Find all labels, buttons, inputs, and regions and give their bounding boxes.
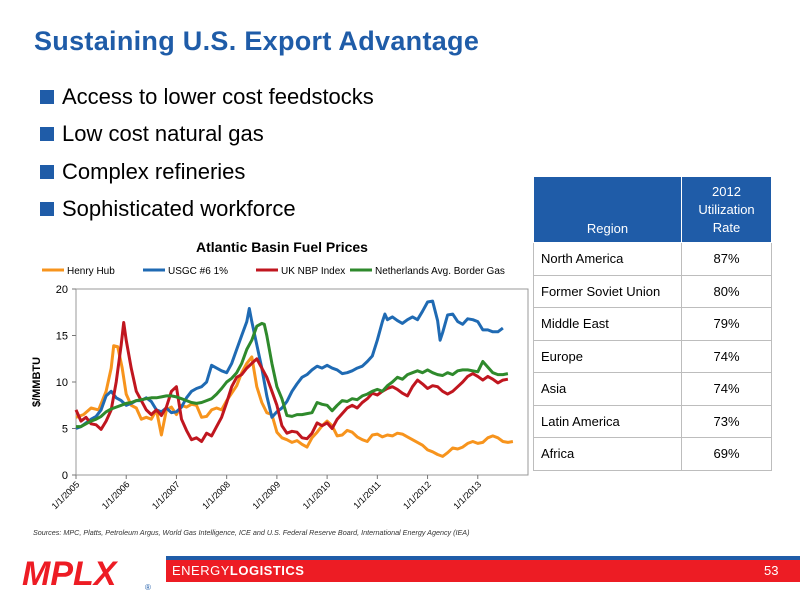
table-header-region: Region [533, 176, 682, 243]
region-cell: North America [533, 242, 682, 276]
region-cell: Former Soviet Union [533, 274, 682, 308]
logo-text: MPLX [22, 555, 119, 592]
y-tick-label: 20 [56, 284, 68, 296]
series-line [74, 321, 509, 443]
rate-cell: 80% [681, 274, 772, 308]
page-number: 53 [764, 563, 779, 578]
chart-svg: Atlantic Basin Fuel Prices Henry Hub USGC … [31, 239, 529, 511]
legend-label: UK NBP Index [281, 266, 345, 277]
table-row: Asia 74% [533, 372, 772, 406]
x-tick-label: 1/1/2009 [250, 479, 282, 511]
x-tick-label: 1/1/2011 [351, 479, 382, 510]
table-row: Latin America 73% [533, 404, 772, 438]
x-tick-label: 1/1/2005 [50, 479, 82, 511]
footer-bar [166, 560, 800, 582]
table-header-rate: 2012 Utilization Rate [681, 176, 772, 243]
y-tick-label: 5 [62, 424, 68, 436]
region-cell: Latin America [533, 404, 682, 438]
square-bullet-icon [40, 127, 54, 142]
y-tick-label: 15 [56, 331, 68, 343]
square-bullet-icon [40, 164, 54, 179]
svg-text:®: ® [145, 583, 151, 592]
bullet-list: Access to lower cost feedstocks Low cost… [40, 78, 374, 228]
x-tick-label: 1/1/2013 [451, 479, 483, 511]
x-tick-label: 1/1/2010 [301, 479, 333, 511]
footer-accent-line [166, 556, 800, 560]
chart-title: Atlantic Basin Fuel Prices [196, 239, 368, 255]
footer-brand-light: ENERGY [172, 563, 230, 578]
y-tick-label: 0 [62, 470, 68, 482]
region-cell: Middle East [533, 307, 682, 341]
x-tick-label: 1/1/2008 [200, 479, 232, 511]
region-cell: Africa [533, 437, 682, 471]
table-row: Europe 74% [533, 339, 772, 373]
region-cell: Asia [533, 372, 682, 406]
mplx-logo: MPLX ® [22, 555, 151, 592]
utilization-table: Region 2012 Utilization Rate North Ameri… [533, 176, 772, 471]
bullet-text: Access to lower cost feedstocks [62, 83, 374, 109]
table-row: North America 87% [533, 242, 772, 276]
sources-note: Sources: MPC, Platts, Petroleum Argus, W… [33, 528, 470, 537]
rate-cell: 74% [681, 372, 772, 406]
rate-cell: 87% [681, 242, 772, 276]
x-tick-label: 1/1/2006 [100, 479, 132, 511]
rate-cell: 79% [681, 307, 772, 341]
table-body: North America 87% Former Soviet Union 80% Mi… [533, 242, 772, 471]
square-bullet-icon [40, 89, 54, 104]
fuel-price-chart: Atlantic Basin Fuel Prices Henry Hub USGC … [20, 232, 530, 532]
rate-cell: 74% [681, 339, 772, 373]
x-tick-label: 1/1/2007 [150, 479, 182, 511]
table-row: Middle East 79% [533, 307, 772, 341]
footer-brand-bold: LOGISTICS [229, 563, 305, 578]
y-axis-label: $/MMBTU [31, 357, 43, 407]
bullet-text: Low cost natural gas [62, 121, 264, 147]
rate-cell: 73% [681, 404, 772, 438]
rate-cell: 69% [681, 437, 772, 471]
x-tick-label: 1/1/2012 [401, 479, 433, 511]
series-line [76, 321, 509, 429]
bullet-item: Complex refineries [40, 153, 374, 191]
series-line [75, 299, 504, 430]
table-row: Africa 69% [533, 437, 772, 471]
bullet-item: Access to lower cost feedstocks [40, 78, 374, 116]
bullet-item: Sophisticated workforce [40, 191, 374, 229]
bullet-text: Complex refineries [62, 158, 246, 184]
slide-title: Sustaining U.S. Export Advantage [34, 26, 480, 56]
table-row: Former Soviet Union 80% [533, 274, 772, 308]
region-cell: Europe [533, 339, 682, 373]
square-bullet-icon [40, 202, 54, 217]
y-tick-label: 10 [56, 377, 68, 389]
footer-brand: ENERGYLOGISTICS [172, 563, 304, 578]
bullet-text: Sophisticated workforce [62, 196, 296, 222]
legend-label: USGC #6 1% [168, 266, 228, 277]
legend-label: Henry Hub [67, 266, 115, 277]
series-line [75, 344, 514, 458]
bullet-item: Low cost natural gas [40, 116, 374, 154]
legend-label: Netherlands Avg. Border Gas [375, 266, 505, 277]
